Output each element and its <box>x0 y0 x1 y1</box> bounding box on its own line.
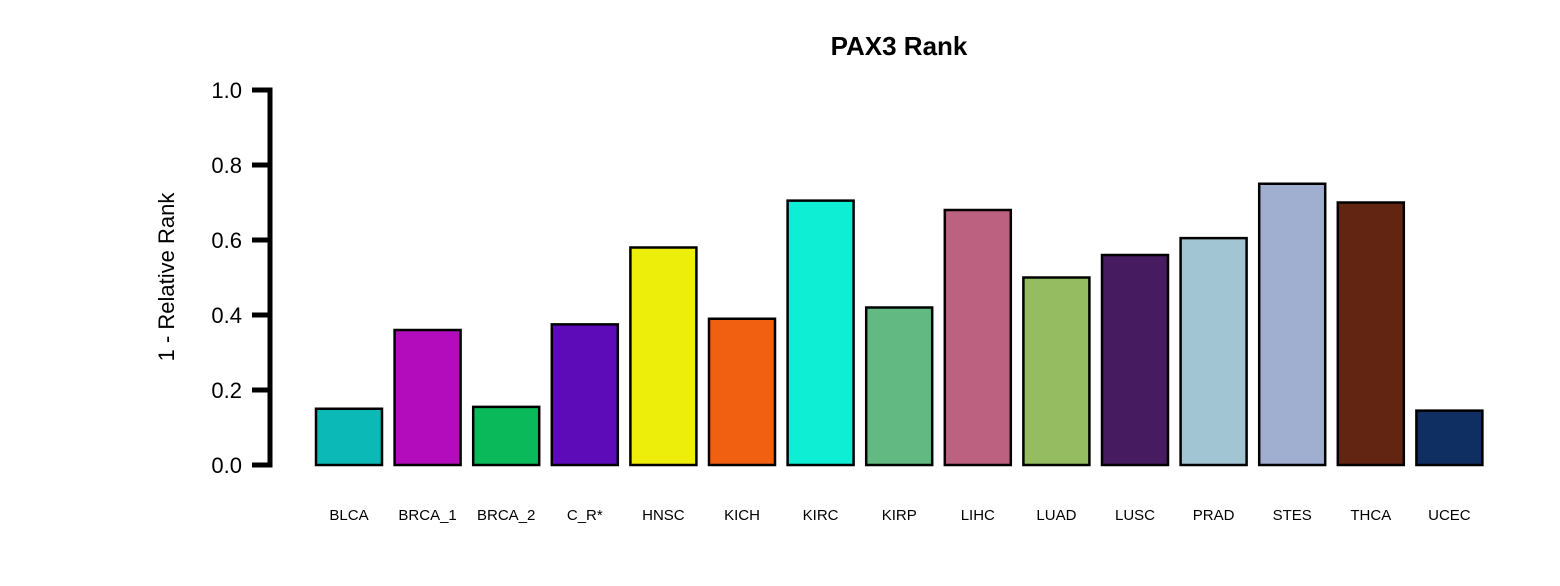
x-tick-label: LUAD <box>1036 507 1076 524</box>
bar-brca-1 <box>393 328 462 467</box>
y-axis: 0.0 0.2 0.4 0.6 0.8 1.0 <box>211 78 273 478</box>
bar-c-r- <box>550 323 620 467</box>
x-tick-label: LIHC <box>961 507 995 524</box>
x-tick-label: THCA <box>1350 507 1391 524</box>
bar-hnsc <box>629 246 698 467</box>
x-tick-label: C_R* <box>567 507 603 524</box>
bar-kich <box>707 317 777 467</box>
x-tick-label: BRCA_1 <box>398 507 456 524</box>
bars <box>314 182 1484 467</box>
bar-lusc <box>1100 253 1170 467</box>
bar-stes <box>1257 182 1327 467</box>
bar-prad <box>1179 236 1248 467</box>
x-tick-label: KIRC <box>803 507 839 524</box>
x-tick-label: BLCA <box>329 507 368 524</box>
bar-kirp <box>864 306 934 467</box>
bar-ucec <box>1415 409 1484 467</box>
bar-blca <box>314 407 384 467</box>
bar-kirc <box>786 199 855 467</box>
y-tick-label: 0.6 <box>211 228 242 253</box>
x-axis-tick-labels: BLCA BRCA_1 BRCA_2 C_R* HNSC KICH KIRC KIRP LIHC… <box>329 507 1470 524</box>
bar-brca-2 <box>471 405 541 467</box>
x-tick-label: BRCA_2 <box>477 507 535 524</box>
x-tick-label: HNSC <box>642 507 685 524</box>
y-tick-label: 0.2 <box>211 378 242 403</box>
y-tick-label: 0.4 <box>211 303 242 328</box>
y-tick-label: 1.0 <box>211 78 242 103</box>
x-tick-label: KICH <box>724 507 760 524</box>
y-tick-label: 0.8 <box>211 153 242 178</box>
x-tick-label: PRAD <box>1193 507 1235 524</box>
bar-luad <box>1022 276 1091 467</box>
bar-lihc <box>943 208 1013 467</box>
x-tick-label: LUSC <box>1115 507 1155 524</box>
y-axis-label: 1 - Relative Rank <box>154 192 179 362</box>
chart-title: PAX3 Rank <box>831 31 968 61</box>
x-tick-label: UCEC <box>1428 507 1471 524</box>
y-tick-label: 0.0 <box>211 453 242 478</box>
x-tick-label: KIRP <box>882 507 917 524</box>
x-tick-label: STES <box>1273 507 1312 524</box>
bar-thca <box>1336 201 1406 467</box>
